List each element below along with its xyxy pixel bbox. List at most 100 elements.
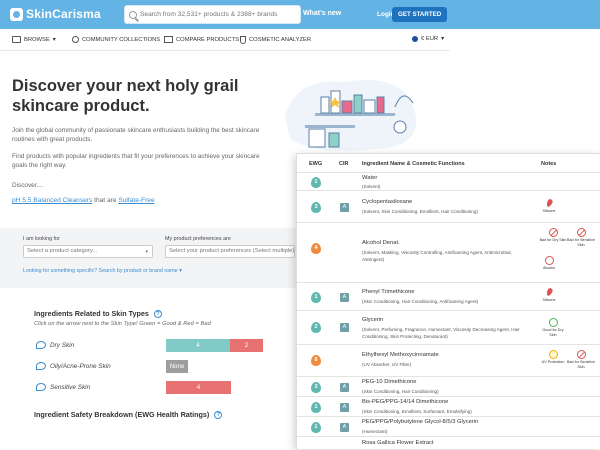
silicone-icon <box>545 199 554 208</box>
ewg-header: EWG <box>309 161 323 167</box>
logo-text: SkinCarisma <box>26 7 101 21</box>
table-row[interactable]: 6 Ethylhexyl Methoxycinnamate (UV Absorb… <box>297 344 600 376</box>
uv-protection-icon <box>548 350 558 359</box>
cleansers-link[interactable]: pH 5.5 Balanced Cleansers <box>12 197 93 204</box>
dry-skin-bad-bar[interactable]: 2 <box>230 339 263 352</box>
sensitive-skin-row[interactable]: Sensitive Skin <box>36 383 90 391</box>
ingredient-name[interactable]: Bis-PEG/PPG-14/14 Dimethicone <box>362 399 449 405</box>
search-box[interactable] <box>124 5 301 24</box>
sensitive-skin-label: Sensitive Skin <box>50 383 91 391</box>
skin-types-panel <box>0 288 300 449</box>
ingredient-name[interactable]: Rosa Gallica Flower Extract <box>362 440 434 446</box>
ingredient-name[interactable]: Cyclopentasiloxane <box>362 199 413 205</box>
search-by-name-text: Looking for something specific? Search b… <box>23 268 178 274</box>
dry-skin-icon <box>36 341 46 349</box>
ingredient-name[interactable]: PEG-10 Dimethicone <box>362 379 417 385</box>
ingredient-name[interactable]: PEG/PPG/Polybutylene Glycol-8/5/3 Glycer… <box>362 419 479 425</box>
cir-rating: A <box>340 293 349 302</box>
oily-skin-icon <box>36 362 46 370</box>
ewg-score: 1 <box>311 422 321 433</box>
sensitive-skin-bad-bar[interactable]: 4 <box>166 381 231 394</box>
users-icon <box>72 36 79 43</box>
alcohol-note: Alcohol <box>535 256 563 271</box>
ingredient-functions: (Skin Conditioning, Emollient, Surfactan… <box>362 409 472 414</box>
search-input[interactable] <box>140 11 300 18</box>
compare-label: COMPARE PRODUCTS <box>176 36 240 43</box>
ingredient-name[interactable]: Glycerin <box>362 317 384 323</box>
category-select-value: Select a product category... <box>27 248 98 254</box>
table-row[interactable]: 1 Water (Solvent) <box>297 172 600 190</box>
table-row[interactable]: 1 A PEG/PPG/Polybutylene Glycol-8/5/3 Gl… <box>297 416 600 436</box>
help-icon[interactable]: ? <box>214 411 223 419</box>
table-row[interactable]: 4 Alcohol Denat. (Solvent, Masking, Visc… <box>297 222 600 282</box>
sensitive-skin-icon <box>36 383 46 391</box>
get-started-button[interactable]: GET STARTED <box>392 7 448 22</box>
oily-skin-row[interactable]: Oily/Acne-Prone Skin <box>36 362 111 370</box>
logo-icon <box>10 7 23 21</box>
currency-selector[interactable]: € EUR ▾ <box>412 36 444 42</box>
ingredient-functions: (Solvent) <box>362 184 381 189</box>
ewg-score: 6 <box>311 355 321 366</box>
cir-rating: A <box>340 203 349 212</box>
ingredient-functions: (Solvent, Skin Conditioning, Emollient, … <box>362 209 478 214</box>
login-link[interactable]: Login <box>377 11 395 18</box>
ewg-score: 3 <box>311 202 321 213</box>
help-icon[interactable]: ? <box>153 310 162 318</box>
ewg-score: 1 <box>311 177 321 188</box>
ingredient-name[interactable]: Alcohol Denat. <box>362 240 400 246</box>
discover-links: pH 5.5 Balanced Cleansers that are Sulfa… <box>12 197 155 204</box>
flask-icon <box>240 36 246 44</box>
ingredient-name[interactable]: Ethylhexyl Methoxycinnamate <box>362 352 439 358</box>
compare-products-link[interactable]: COMPARE PRODUCTS <box>164 36 239 43</box>
table-row[interactable]: Rosa Gallica Flower Extract <box>297 436 600 450</box>
preferences-label: My product preferences are <box>165 236 231 242</box>
ewg-score: 3 <box>311 382 321 393</box>
compare-icon <box>164 36 173 43</box>
skin-types-instructions: Click on the arrow next to the Skin Type… <box>34 321 211 327</box>
good-dry-skin-icon <box>548 318 558 327</box>
ewg-score: 2 <box>311 322 321 333</box>
chevron-down-icon: ▾ <box>179 268 182 274</box>
no-sensitive-skin-icon <box>576 350 586 359</box>
cosmetic-analyzer-link[interactable]: COSMETIC ANALYZER <box>240 36 311 44</box>
preferences-select[interactable]: Select your product preferences (Select … <box>165 245 295 258</box>
sulfate-free-link[interactable]: Sulfate-Free <box>118 197 155 204</box>
ingredient-functions: (UV Absorber, UV Filter) <box>362 362 412 367</box>
table-row[interactable]: 1 A Bis-PEG/PPG-14/14 Dimethicone (Skin … <box>297 396 600 416</box>
chevron-down-icon: ▾ <box>52 36 56 43</box>
cir-header: CIR <box>339 161 349 167</box>
ingredient-header: Ingredient Name & Cosmetic Functions <box>362 161 465 167</box>
whats-new-link[interactable]: What's new <box>303 10 342 17</box>
dry-skin-row[interactable]: Dry Skin <box>36 341 74 349</box>
community-label: COMMUNITY COLLECTIONS <box>82 36 161 43</box>
link-joiner: that are <box>94 197 117 204</box>
note-label: Silicone <box>542 298 556 302</box>
silicone-icon <box>545 288 554 297</box>
search-by-name-link[interactable]: Looking for something specific? Search b… <box>23 268 182 274</box>
ingredient-functions: (Humectant) <box>362 429 388 434</box>
community-collections-link[interactable]: COMMUNITY COLLECTIONS <box>72 36 160 43</box>
ingredient-name[interactable]: Water <box>362 175 378 181</box>
browse-menu[interactable]: BROWSE ▾ <box>12 36 56 43</box>
safety-title-text: Ingredient Safety Breakdown (EWG Health … <box>34 410 210 419</box>
no-dry-skin-icon <box>548 228 558 237</box>
chevron-down-icon: ▾ <box>441 36 444 42</box>
dry-skin-good-bar[interactable]: 4 <box>166 339 230 352</box>
looking-for-label: I am looking for <box>23 236 60 242</box>
silicone-note: Silicone <box>535 199 563 214</box>
currency-label: € EUR <box>421 36 439 42</box>
search-icon <box>129 10 137 19</box>
cir-rating: A <box>340 383 349 392</box>
table-row[interactable]: 2 A Glycerin (Solvent, Perfuming, Fragra… <box>297 310 600 344</box>
note-label: Bad for Dry Skin <box>539 238 567 242</box>
note-label: Silicone <box>542 209 556 213</box>
logo[interactable]: SkinCarisma <box>10 7 101 21</box>
category-select[interactable]: Select a product category... ▾ <box>23 245 153 258</box>
bad-sensitive-skin-note: Bad for Sensitive Skin <box>567 228 595 247</box>
hero-intro: Join the global community of passionate … <box>12 127 260 143</box>
table-row[interactable]: 3 A PEG-10 Dimethicone (Skin Conditionin… <box>297 376 600 396</box>
table-row[interactable]: 1 A Phenyl Trimethicone (Skin Conditioni… <box>297 282 600 310</box>
table-row[interactable]: 3 A Cyclopentasiloxane (Solvent, Skin Co… <box>297 190 600 222</box>
skin-types-title: Ingredients Related to Skin Types? <box>34 309 162 318</box>
ingredient-name[interactable]: Phenyl Trimethicone <box>362 289 415 295</box>
